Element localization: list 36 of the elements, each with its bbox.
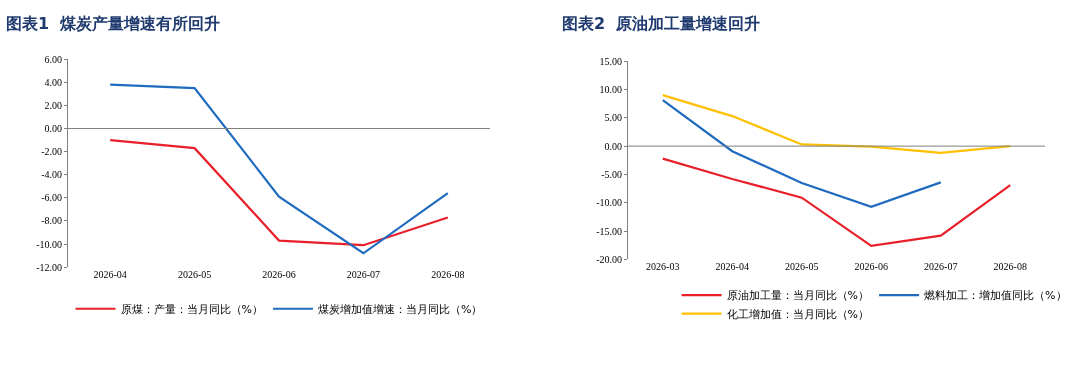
y-tick-label: -5.00 [601,168,622,180]
y-tick-label: -12.00 [36,261,62,273]
x-tick-label: 2026-07 [346,269,381,281]
y-tick-label: 15.00 [599,55,622,67]
y-tick-label: 10.00 [599,83,622,95]
y-tick-label: 0.00 [604,140,622,152]
y-tick-label: -10.00 [596,197,622,209]
y-tick-label: 5.00 [604,112,622,124]
legend-label: 煤炭增加值增速：当月同比（%） [317,303,483,317]
y-tick-label: -8.00 [41,215,62,227]
legend-label: 燃料加工：增加值同比（%） [924,289,1067,303]
y-tick-label: -2.00 [41,146,62,158]
x-tick-label: 2026-06 [262,269,296,281]
x-tick-label: 2026-05 [177,269,212,281]
x-tick-label: 2026-04 [715,261,749,273]
legend-label: 原油加工量：当月同比（%） [726,289,870,303]
y-tick-label: 2.00 [44,99,62,111]
x-tick-label: 2026-08 [431,269,465,281]
x-tick-label: 2026-08 [993,261,1027,273]
x-tick-label: 2026-04 [93,269,127,281]
chart-title: 图表2 原油加工量增速回升 [562,14,761,33]
x-tick-label: 2026-05 [785,261,819,273]
y-tick-label: 4.00 [44,76,62,88]
x-tick-label: 2026-03 [646,261,680,273]
y-tick-label: -15.00 [596,225,622,237]
y-tick-label: 0.00 [44,123,62,135]
y-tick-label: 6.00 [44,53,62,65]
x-tick-label: 2026-07 [924,261,958,273]
y-tick-label: -20.00 [596,253,622,265]
legend-label: 化工增加值：当月同比（%） [726,307,870,321]
y-tick-label: -6.00 [41,192,62,204]
y-tick-label: -4.00 [41,169,62,181]
chart-title: 图表1 煤炭产量增速有所回升 [6,14,221,33]
y-tick-label: -10.00 [36,238,62,250]
x-tick-label: 2026-06 [854,261,888,273]
legend-label: 原煤：产量：当月同比（%） [120,303,263,317]
